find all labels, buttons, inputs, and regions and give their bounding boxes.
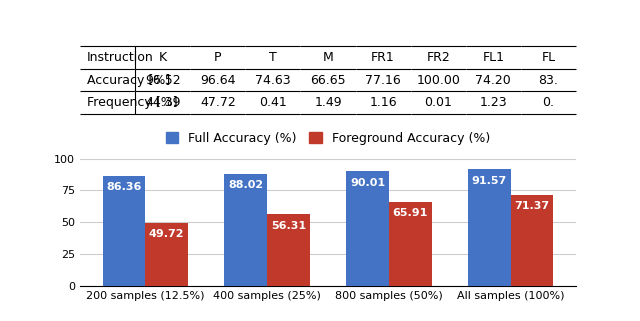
Text: 56.31: 56.31	[271, 221, 306, 230]
Bar	[389, 202, 431, 286]
Bar	[225, 174, 267, 286]
Text: 88.02: 88.02	[228, 180, 263, 190]
Bar	[468, 169, 511, 286]
Bar	[102, 176, 145, 286]
Text: 91.57: 91.57	[472, 176, 507, 186]
Text: 90.01: 90.01	[350, 178, 385, 188]
Legend: Full Accuracy (%), Foreground Accuracy (%): Full Accuracy (%), Foreground Accuracy (…	[161, 127, 495, 150]
Text: 86.36: 86.36	[106, 182, 141, 192]
Bar	[267, 214, 310, 286]
Bar	[346, 171, 389, 286]
Text: 71.37: 71.37	[515, 201, 550, 212]
Bar	[145, 222, 188, 286]
Text: 49.72: 49.72	[148, 229, 184, 239]
Bar	[511, 195, 554, 286]
Text: 65.91: 65.91	[392, 208, 428, 218]
